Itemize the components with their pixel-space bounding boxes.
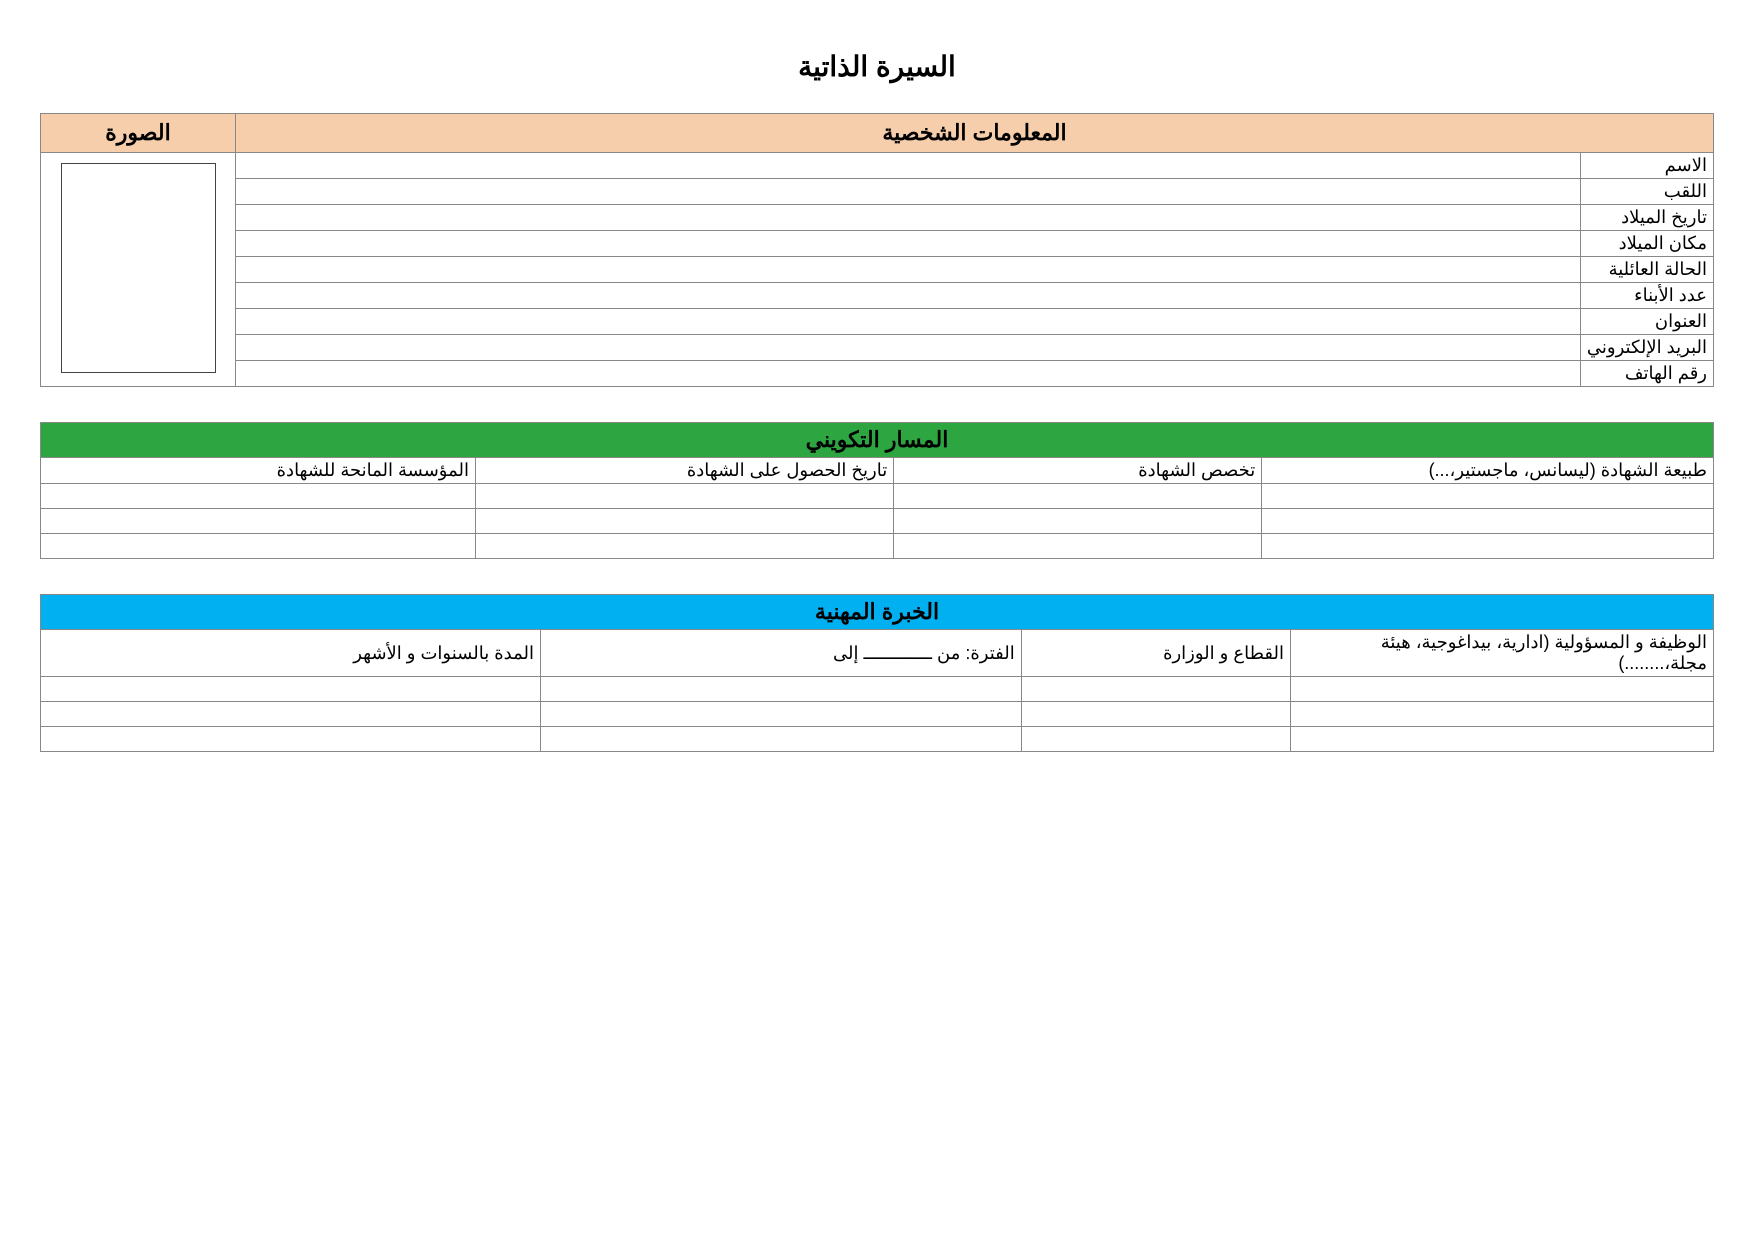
edu-col-date-obtained: تاريخ الحصول على الشهادة <box>476 458 894 484</box>
value-birth-place[interactable] <box>236 231 1581 257</box>
value-email[interactable] <box>236 335 1581 361</box>
table-row <box>41 484 1714 509</box>
personal-info-header: المعلومات الشخصية <box>236 114 1714 153</box>
value-address[interactable] <box>236 309 1581 335</box>
edu-cell[interactable] <box>41 509 476 534</box>
experience-table: الخبرة المهنية الوظيفة و المسؤولية (ادار… <box>40 594 1714 752</box>
exp-col-role: الوظيفة و المسؤولية (ادارية، بيداغوجية، … <box>1290 630 1713 677</box>
value-children-count[interactable] <box>236 283 1581 309</box>
table-row <box>41 727 1714 752</box>
label-email: البريد الإلكتروني <box>1580 335 1713 361</box>
table-row <box>41 509 1714 534</box>
edu-cell[interactable] <box>476 484 894 509</box>
exp-cell[interactable] <box>41 702 541 727</box>
edu-cell[interactable] <box>1262 484 1714 509</box>
edu-cell[interactable] <box>1262 534 1714 559</box>
exp-col-period: الفترة: من ـــــــــــــ إلى <box>540 630 1021 677</box>
exp-cell[interactable] <box>540 727 1021 752</box>
edu-cell[interactable] <box>894 509 1262 534</box>
photo-header: الصورة <box>41 114 236 153</box>
edu-cell[interactable] <box>476 509 894 534</box>
exp-cell[interactable] <box>1290 702 1713 727</box>
edu-col-degree-type: طبيعة الشهادة (ليسانس، ماجستير،...) <box>1262 458 1714 484</box>
label-children-count: عدد الأبناء <box>1580 283 1713 309</box>
value-marital-status[interactable] <box>236 257 1581 283</box>
value-phone[interactable] <box>236 361 1581 387</box>
photo-placeholder[interactable] <box>61 163 216 373</box>
edu-cell[interactable] <box>1262 509 1714 534</box>
label-address: العنوان <box>1580 309 1713 335</box>
exp-cell[interactable] <box>41 727 541 752</box>
edu-cell[interactable] <box>476 534 894 559</box>
value-birth-date[interactable] <box>236 205 1581 231</box>
exp-cell[interactable] <box>540 702 1021 727</box>
education-header: المسار التكويني <box>41 423 1714 458</box>
label-birth-place: مكان الميلاد <box>1580 231 1713 257</box>
value-name[interactable] <box>236 153 1581 179</box>
personal-info-table: المعلومات الشخصية الصورة الاسم اللقب تار… <box>40 113 1714 387</box>
table-row <box>41 702 1714 727</box>
exp-cell[interactable] <box>1021 727 1290 752</box>
table-row <box>41 677 1714 702</box>
exp-cell[interactable] <box>1290 677 1713 702</box>
photo-cell <box>41 153 236 387</box>
table-row <box>41 534 1714 559</box>
exp-cell[interactable] <box>41 677 541 702</box>
edu-cell[interactable] <box>41 484 476 509</box>
value-surname[interactable] <box>236 179 1581 205</box>
label-birth-date: تاريخ الميلاد <box>1580 205 1713 231</box>
exp-cell[interactable] <box>1021 677 1290 702</box>
edu-col-specialization: تخصص الشهادة <box>894 458 1262 484</box>
exp-cell[interactable] <box>540 677 1021 702</box>
exp-cell[interactable] <box>1021 702 1290 727</box>
label-surname: اللقب <box>1580 179 1713 205</box>
experience-header: الخبرة المهنية <box>41 595 1714 630</box>
label-name: الاسم <box>1580 153 1713 179</box>
exp-col-sector: القطاع و الوزارة <box>1021 630 1290 677</box>
page-title: السيرة الذاتية <box>40 50 1714 83</box>
edu-cell[interactable] <box>894 484 1262 509</box>
label-phone: رقم الهاتف <box>1580 361 1713 387</box>
exp-col-duration: المدة بالسنوات و الأشهر <box>41 630 541 677</box>
edu-cell[interactable] <box>41 534 476 559</box>
edu-col-institution: المؤسسة المانحة للشهادة <box>41 458 476 484</box>
edu-cell[interactable] <box>894 534 1262 559</box>
education-table: المسار التكويني طبيعة الشهادة (ليسانس، م… <box>40 422 1714 559</box>
label-marital-status: الحالة العائلية <box>1580 257 1713 283</box>
exp-cell[interactable] <box>1290 727 1713 752</box>
